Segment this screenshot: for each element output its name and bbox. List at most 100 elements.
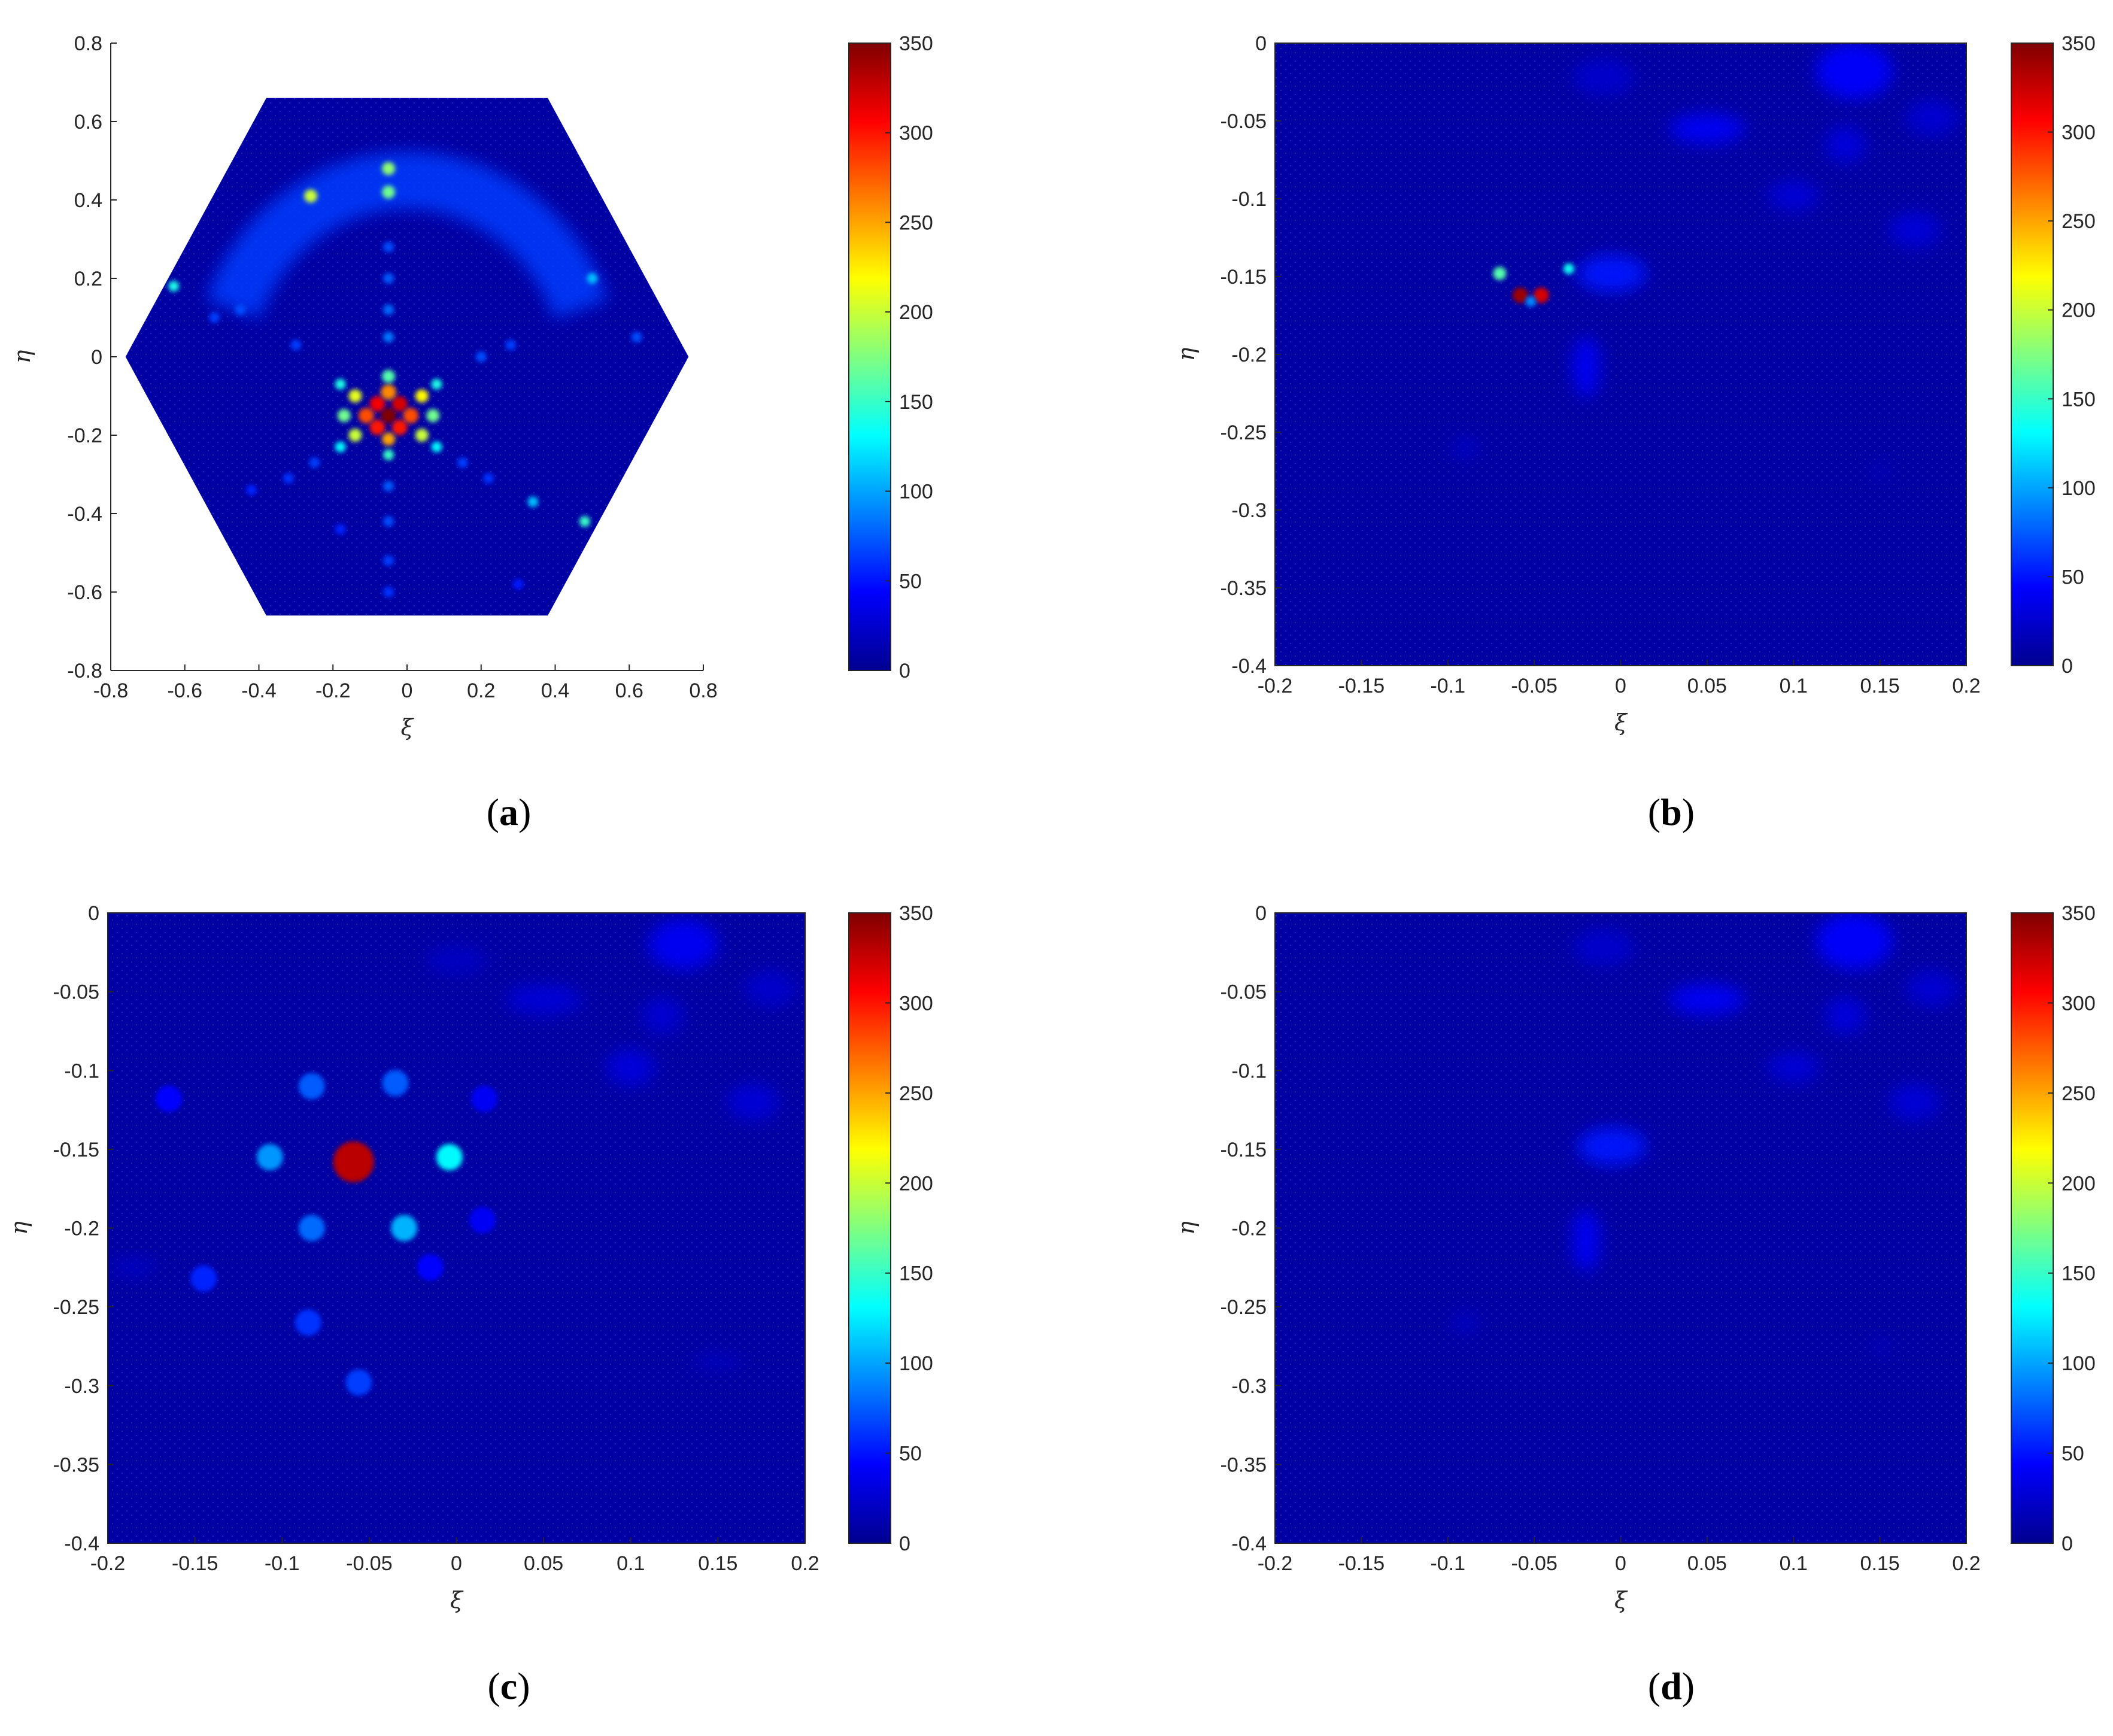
x-axis-label: ξ <box>1614 709 1628 736</box>
x-tick-label: -0.4 <box>241 679 277 702</box>
colorbar-tick-label: 100 <box>899 481 933 503</box>
spot-9 <box>295 1309 321 1336</box>
colorbar-tick-label: 50 <box>899 1443 922 1465</box>
colorbar-tick-label: 50 <box>899 570 922 593</box>
y-tick-label: -0.2 <box>1231 344 1267 366</box>
x-tick-label: 0.2 <box>467 679 495 702</box>
y-tick-label: 0.4 <box>74 189 102 212</box>
y-tick-label: -0.1 <box>64 1060 99 1082</box>
chart-panel-d: -0.2 -0.15 -0.1 -0.05 0 0.05 0.1 0.15 0.2-0.4-0.… <box>1173 902 2096 1707</box>
y-tick-label: -0.35 <box>1221 577 1267 600</box>
spot-35 <box>383 481 394 492</box>
caption-open: ( <box>1648 1665 1660 1707</box>
x-tick-label: 0 <box>402 679 413 702</box>
x-tick-label: -0.1 <box>1430 675 1465 697</box>
spot-7 <box>345 1369 372 1396</box>
y-tick-label: 0 <box>1255 32 1267 55</box>
spot-0 <box>381 408 397 424</box>
blob-7 <box>1572 928 1635 967</box>
colorbar-tick-label: 50 <box>2062 1443 2084 1465</box>
blob-9 <box>1451 1310 1479 1336</box>
x-tick-label: 0 <box>1615 675 1626 697</box>
colorbar-tick-label: 200 <box>899 301 933 324</box>
caption-close: ) <box>517 1665 530 1707</box>
caption-letter: a <box>499 791 518 833</box>
heatmap-data <box>1275 43 1966 666</box>
y-tick-label: 0.8 <box>74 32 102 55</box>
x-tick-label: -0.05 <box>346 1552 393 1575</box>
spot-4 <box>1563 263 1574 274</box>
y-tick-label: -0.25 <box>1221 1296 1267 1319</box>
panel-caption: (b) <box>1648 791 1695 833</box>
blob-3 <box>1824 996 1866 1034</box>
spot-30 <box>290 339 302 351</box>
spot-4 <box>369 419 385 435</box>
spot-20 <box>335 441 346 453</box>
blob-9 <box>1451 435 1479 460</box>
caption-letter: d <box>1660 1665 1682 1707</box>
spot-36 <box>383 516 394 527</box>
x-tick-label: -0.2 <box>315 679 351 702</box>
x-tick-label: 0.1 <box>1780 1552 1808 1575</box>
spot-6 <box>358 408 374 424</box>
y-tick-label: -0.4 <box>64 1532 99 1555</box>
spot-6 <box>382 1070 409 1097</box>
colorbar-tick-label: 300 <box>899 122 933 145</box>
spot-26 <box>587 273 598 284</box>
spot-33 <box>383 273 394 284</box>
y-tick-label: -0.8 <box>67 660 102 682</box>
blob-1 <box>606 1048 655 1086</box>
spot-0 <box>333 1141 374 1182</box>
spot-8 <box>190 1265 217 1292</box>
y-tick-label: -0.35 <box>53 1453 100 1476</box>
y-tick-label: -0.4 <box>1231 1532 1267 1555</box>
x-tick-label: 0.2 <box>791 1552 819 1575</box>
x-tick-label: 0.8 <box>689 679 717 702</box>
caption-letter: b <box>1660 791 1682 833</box>
colorbar-tick-label: 100 <box>2062 1352 2096 1375</box>
spot-34 <box>383 241 394 253</box>
spot-23 <box>382 185 396 199</box>
spot-22 <box>382 162 396 175</box>
chart-panel-b: -0.2 -0.15 -0.1 -0.05 0 0.05 0.1 0.15 0.2-0.4-0.… <box>1173 32 2096 833</box>
y-tick-label: -0.05 <box>1221 110 1267 133</box>
y-tick-label: -0.1 <box>1231 188 1267 211</box>
caption-letter: c <box>500 1665 517 1707</box>
x-tick-label: -0.15 <box>1338 1552 1385 1575</box>
y-tick-label: -0.05 <box>53 981 100 1004</box>
spot-44 <box>235 304 246 315</box>
spot-19 <box>431 441 442 453</box>
x-tick-label: 0.15 <box>1860 675 1900 697</box>
x-tick-label: 0.05 <box>1687 675 1727 697</box>
y-tick-label: -0.4 <box>1231 655 1267 678</box>
colorbar-tick-label: 100 <box>899 1352 933 1375</box>
chart-panel-c: -0.2 -0.15 -0.1 -0.05 0 0.05 0.1 0.15 0.2-0.4-0.… <box>6 902 933 1707</box>
spot-21 <box>304 189 318 203</box>
spot-0 <box>1513 287 1529 304</box>
spot-42 <box>283 473 294 484</box>
x-tick-label: 0.4 <box>541 679 569 702</box>
x-tick-label: -0.1 <box>1430 1552 1465 1575</box>
blob-6 <box>425 944 488 976</box>
blob-10 <box>1869 1337 1890 1356</box>
panel-caption: (a) <box>487 791 532 833</box>
blob-4 <box>1767 180 1820 211</box>
spot-17 <box>431 378 442 390</box>
colorbar-tick-label: 200 <box>2062 299 2096 322</box>
y-axis-label: η <box>1173 1221 1200 1235</box>
x-axis-label: ξ <box>1614 1587 1628 1613</box>
y-tick-label: -0.25 <box>53 1296 100 1319</box>
blob-8 <box>693 1352 743 1372</box>
spot-11 <box>471 1085 498 1112</box>
spot-1 <box>436 1144 463 1171</box>
spot-13 <box>417 1254 444 1281</box>
spot-43 <box>246 484 257 496</box>
blob-0 <box>1577 254 1647 292</box>
spot-1 <box>391 396 408 412</box>
blob-1 <box>1816 913 1892 970</box>
spot-5 <box>403 408 419 424</box>
blob-0 <box>1577 1127 1647 1166</box>
x-tick-label: -0.6 <box>167 679 202 702</box>
spot-41 <box>309 457 320 468</box>
y-tick-label: 0 <box>91 346 102 369</box>
